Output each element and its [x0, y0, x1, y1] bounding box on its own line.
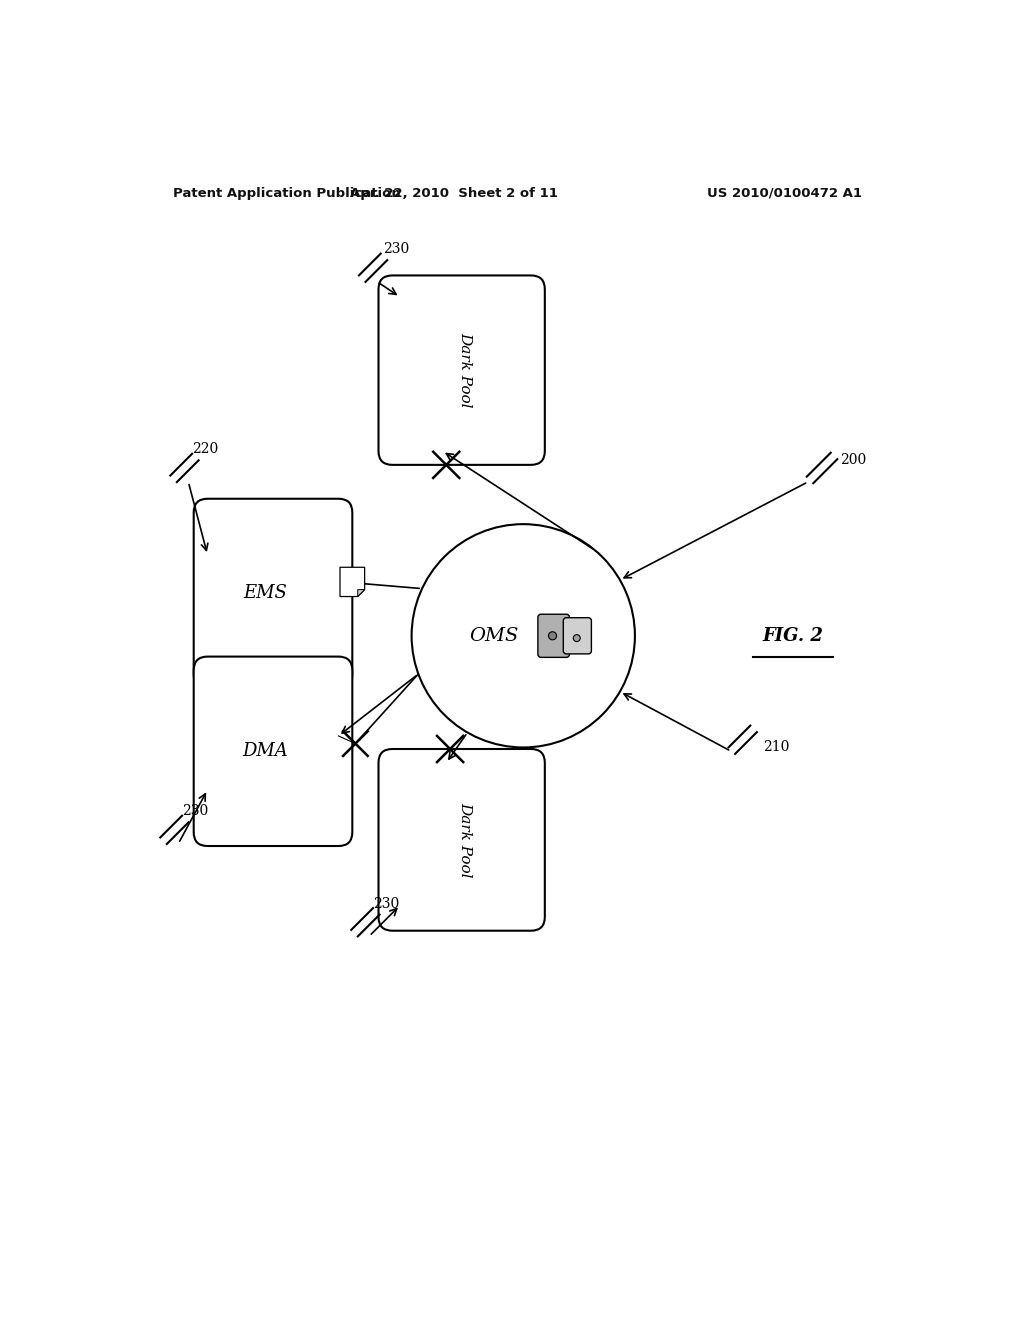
FancyBboxPatch shape [379, 276, 545, 465]
Text: Apr. 22, 2010  Sheet 2 of 11: Apr. 22, 2010 Sheet 2 of 11 [350, 186, 558, 199]
Circle shape [412, 524, 635, 747]
Text: 200: 200 [841, 453, 866, 467]
Text: Dark Pool: Dark Pool [459, 803, 472, 878]
Text: EMS: EMS [244, 585, 288, 602]
FancyBboxPatch shape [194, 499, 352, 688]
Text: US 2010/0100472 A1: US 2010/0100472 A1 [707, 186, 862, 199]
Text: Patent Application Publication: Patent Application Publication [173, 186, 400, 199]
FancyBboxPatch shape [379, 748, 545, 931]
Polygon shape [357, 590, 365, 597]
Text: 210: 210 [764, 741, 790, 755]
Text: 230: 230 [182, 804, 209, 818]
Text: 220: 220 [193, 442, 218, 457]
Text: FIG. 2: FIG. 2 [762, 627, 823, 644]
FancyBboxPatch shape [563, 618, 592, 653]
Ellipse shape [573, 635, 581, 642]
Text: OMS: OMS [469, 627, 519, 644]
Text: 230: 230 [383, 243, 410, 256]
Text: 230: 230 [373, 896, 399, 911]
Text: Dark Pool: Dark Pool [459, 333, 472, 408]
Ellipse shape [549, 632, 557, 640]
Polygon shape [340, 568, 365, 597]
FancyBboxPatch shape [194, 656, 352, 846]
FancyBboxPatch shape [538, 614, 569, 657]
Text: DMA: DMA [243, 742, 288, 760]
